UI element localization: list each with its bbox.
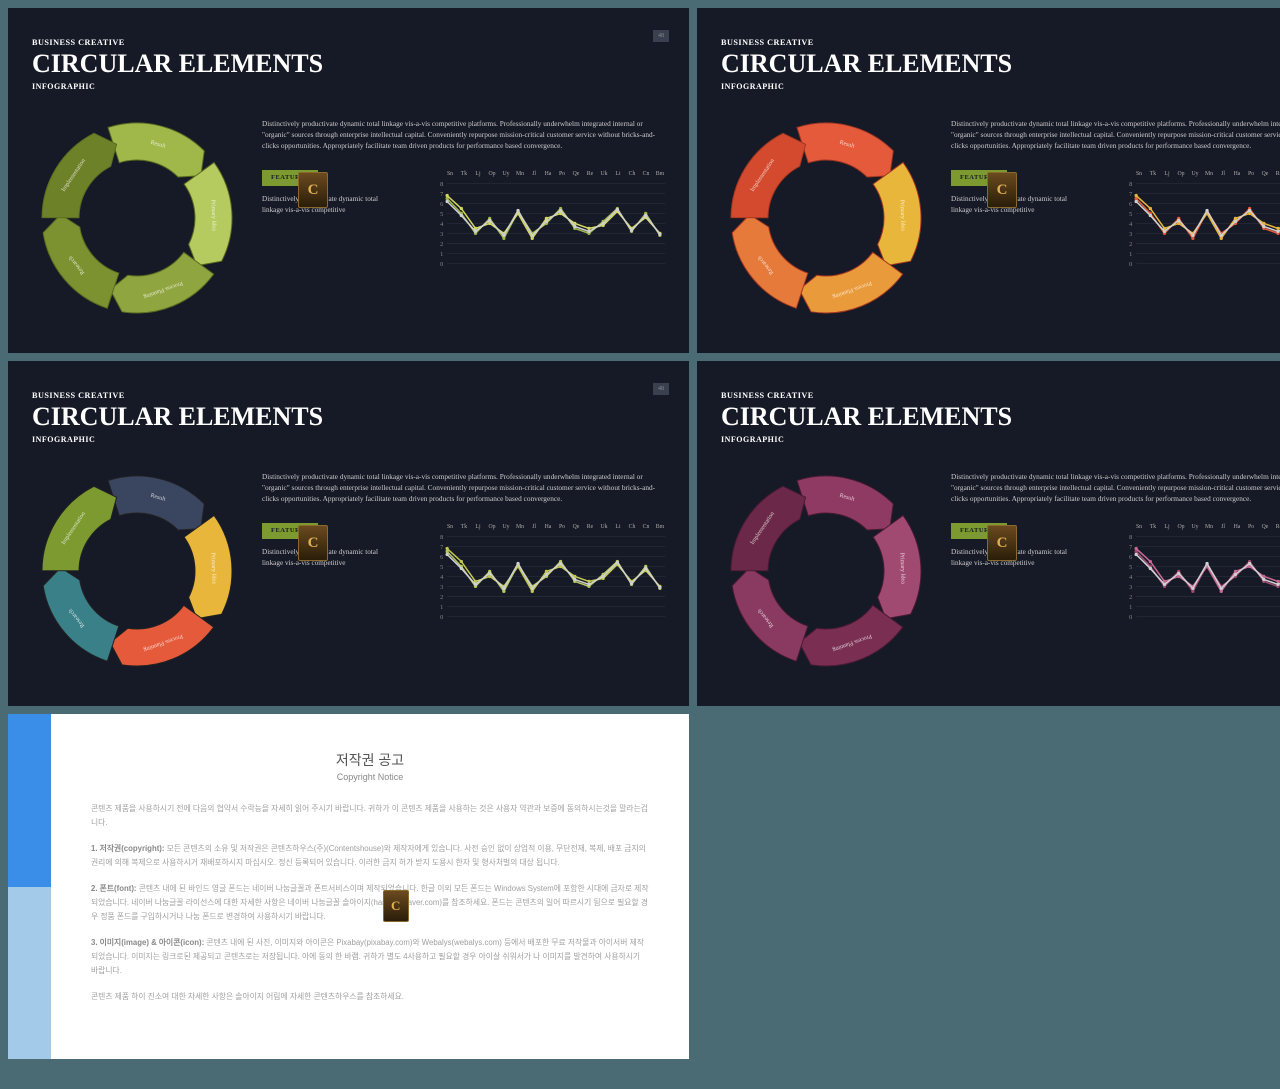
slide-title: CIRCULAR ELEMENTS <box>721 402 1280 432</box>
svg-text:7: 7 <box>1129 191 1132 198</box>
svg-text:8: 8 <box>1129 534 1132 541</box>
svg-text:0: 0 <box>1129 613 1132 620</box>
features-text: Distinctively productivate dynamic total… <box>262 194 397 217</box>
slide-2: 4 8 BUSINESS CREATIVE CIRCULAR ELEMENTS I… <box>697 8 1280 353</box>
svg-text:Primary Idea: Primary Idea <box>210 553 217 585</box>
page-number: 48 <box>653 30 669 42</box>
slide-subtitle: INFOGRAPHIC <box>721 82 1280 91</box>
svg-text:2: 2 <box>440 593 443 600</box>
kicker: BUSINESS CREATIVE <box>32 391 665 400</box>
svg-text:6: 6 <box>1129 554 1132 561</box>
notice-body: 콘텐츠 제품을 사용하시기 전에 다음의 협약서 수락능을 자세히 읽어 주시기… <box>91 802 649 1004</box>
svg-text:0: 0 <box>440 613 443 620</box>
features-text: Distinctively productivate dynamic total… <box>951 547 1086 570</box>
svg-text:4: 4 <box>440 573 444 580</box>
svg-text:3: 3 <box>440 230 443 237</box>
svg-text:4: 4 <box>440 220 444 227</box>
brand-badge: C <box>987 172 1017 208</box>
svg-text:2: 2 <box>440 240 443 247</box>
svg-text:8: 8 <box>440 181 443 188</box>
svg-text:1: 1 <box>1129 250 1132 257</box>
svg-text:3: 3 <box>1129 583 1132 590</box>
notice-title: 저작권 공고 <box>91 750 649 770</box>
svg-text:0: 0 <box>1129 260 1132 267</box>
svg-text:3: 3 <box>1129 230 1132 237</box>
description: Distinctively productivate dynamic total… <box>262 472 665 505</box>
kicker: BUSINESS CREATIVE <box>721 391 1280 400</box>
slide-subtitle: INFOGRAPHIC <box>32 435 665 444</box>
description: Distinctively productivate dynamic total… <box>951 119 1280 152</box>
svg-text:3: 3 <box>440 583 443 590</box>
svg-text:1: 1 <box>1129 603 1132 610</box>
features-text: Distinctively productivate dynamic total… <box>262 547 397 570</box>
svg-text:1: 1 <box>440 603 443 610</box>
svg-text:Primary Idea: Primary Idea <box>210 200 217 232</box>
svg-text:5: 5 <box>440 563 443 570</box>
slide-title: CIRCULAR ELEMENTS <box>721 49 1280 79</box>
svg-text:6: 6 <box>440 554 443 561</box>
svg-text:6: 6 <box>440 201 443 208</box>
circular-ring: ResultPrimary IdeaProcess PlanningResear… <box>32 113 242 323</box>
svg-text:5: 5 <box>1129 563 1132 570</box>
svg-text:5: 5 <box>1129 210 1132 217</box>
slide-title: CIRCULAR ELEMENTS <box>32 49 665 79</box>
line-chart: SnTkLjOpUyMnJlHaPoQeReUkLiChCnBm 0123456… <box>437 523 665 626</box>
brand-badge: C <box>383 890 409 922</box>
copyright-slide: 저작권 공고 Copyright Notice 콘텐츠 제품을 사용하시기 전에… <box>8 714 689 1059</box>
brand-badge: C <box>298 525 328 561</box>
svg-text:6: 6 <box>1129 201 1132 208</box>
description: Distinctively productivate dynamic total… <box>262 119 665 152</box>
svg-text:5: 5 <box>440 210 443 217</box>
features-text: Distinctively productivate dynamic total… <box>951 194 1086 217</box>
svg-text:7: 7 <box>440 191 443 198</box>
slide-title: CIRCULAR ELEMENTS <box>32 402 665 432</box>
description: Distinctively productivate dynamic total… <box>951 472 1280 505</box>
slide-subtitle: INFOGRAPHIC <box>721 435 1280 444</box>
svg-text:4: 4 <box>1129 220 1133 227</box>
svg-text:7: 7 <box>440 544 443 551</box>
kicker: BUSINESS CREATIVE <box>721 38 1280 47</box>
svg-text:Primary Idea: Primary Idea <box>899 553 906 585</box>
svg-text:1: 1 <box>440 250 443 257</box>
slide-3: 48 BUSINESS CREATIVE CIRCULAR ELEMENTS I… <box>8 361 689 706</box>
slide-subtitle: INFOGRAPHIC <box>32 82 665 91</box>
svg-text:0: 0 <box>440 260 443 267</box>
page-number: 48 <box>653 383 669 395</box>
line-chart: SnTkLjOpUyMnJlHaPoQeReUkLiChCnBm 0123456… <box>1126 170 1280 273</box>
svg-text:Primary Idea: Primary Idea <box>899 200 906 232</box>
brand-badge: C <box>298 172 328 208</box>
svg-text:2: 2 <box>1129 593 1132 600</box>
circular-ring: ResultPrimary IdeaProcess PlanningResear… <box>721 113 931 323</box>
svg-text:8: 8 <box>440 534 443 541</box>
brand-badge: C <box>987 525 1017 561</box>
line-chart: SnTkLjOpUyMnJlHaPoQeReUkLiChCnBm 0123456… <box>1126 523 1280 626</box>
circular-ring: ResultPrimary IdeaProcess PlanningResear… <box>721 466 931 676</box>
notice-subtitle: Copyright Notice <box>91 772 649 782</box>
svg-text:4: 4 <box>1129 573 1133 580</box>
circular-ring: ResultPrimary IdeaProcess PlanningResear… <box>32 466 242 676</box>
svg-text:8: 8 <box>1129 181 1132 188</box>
side-stripe <box>8 887 51 1060</box>
line-chart: SnTkLjOpUyMnJlHaPoQeReUkLiChCnBm 0123456… <box>437 170 665 273</box>
slide-4: 4 8 BUSINESS CREATIVE CIRCULAR ELEMENTS I… <box>697 361 1280 706</box>
svg-text:7: 7 <box>1129 544 1132 551</box>
slide-1: 48 BUSINESS CREATIVE CIRCULAR ELEMENTS I… <box>8 8 689 353</box>
svg-text:2: 2 <box>1129 240 1132 247</box>
kicker: BUSINESS CREATIVE <box>32 38 665 47</box>
